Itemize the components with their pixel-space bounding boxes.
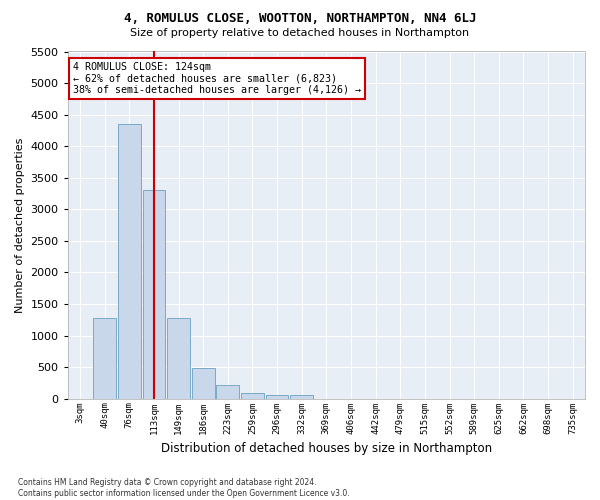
Bar [290, 395, 313, 398]
Bar [143, 190, 165, 398]
Text: 4 ROMULUS CLOSE: 124sqm
← 62% of detached houses are smaller (6,823)
38% of semi: 4 ROMULUS CLOSE: 124sqm ← 62% of detache… [73, 62, 361, 95]
Y-axis label: Number of detached properties: Number of detached properties [15, 138, 25, 313]
Text: 4, ROMULUS CLOSE, WOOTTON, NORTHAMPTON, NN4 6LJ: 4, ROMULUS CLOSE, WOOTTON, NORTHAMPTON, … [124, 12, 476, 26]
Bar [167, 318, 190, 398]
Text: Contains HM Land Registry data © Crown copyright and database right 2024.
Contai: Contains HM Land Registry data © Crown c… [18, 478, 350, 498]
Bar [94, 318, 116, 398]
X-axis label: Distribution of detached houses by size in Northampton: Distribution of detached houses by size … [161, 442, 492, 455]
Bar [266, 395, 289, 398]
Bar [241, 393, 264, 398]
Text: Size of property relative to detached houses in Northampton: Size of property relative to detached ho… [130, 28, 470, 38]
Bar [118, 124, 140, 398]
Bar [217, 385, 239, 398]
Bar [192, 368, 215, 398]
